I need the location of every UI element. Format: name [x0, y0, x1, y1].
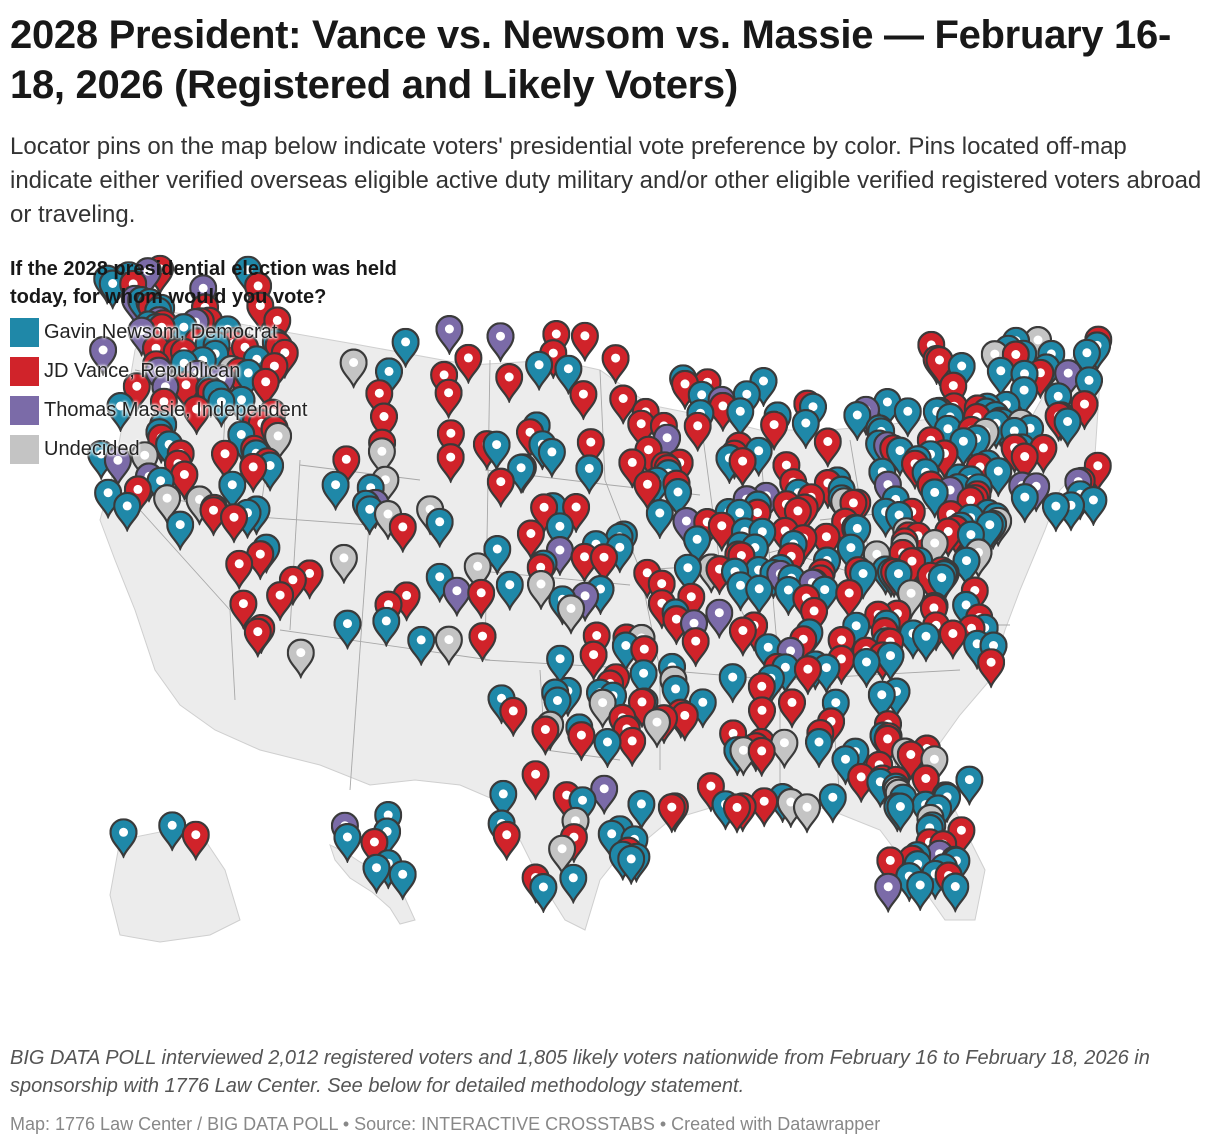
legend-swatch-newsom	[10, 318, 39, 347]
legend-label-vance: JD Vance, Republican	[44, 360, 241, 382]
map-marker-icon[interactable]	[818, 783, 847, 823]
legend: If the 2028 presidential election was he…	[10, 255, 430, 469]
map-marker-icon[interactable]	[486, 322, 515, 362]
map-marker-icon[interactable]	[906, 871, 935, 911]
border-line	[139, 509, 236, 701]
legend-swatch-undecided	[10, 435, 39, 464]
legend-swatch-vance	[10, 357, 39, 386]
map-marker-icon[interactable]	[570, 321, 599, 361]
legend-label-newsom: Gavin Newsom, Democrat	[44, 321, 278, 343]
legend-item-undecided: Undecided	[10, 430, 430, 469]
legend-swatch-massie	[10, 396, 39, 425]
border-line	[349, 649, 361, 791]
methodology-note: BIG DATA POLL interviewed 2,012 register…	[10, 1047, 1150, 1097]
source-credits: Map: 1776 Law Center / BIG DATA POLL • S…	[10, 1114, 881, 1134]
map-marker-icon[interactable]	[986, 356, 1015, 396]
map-marker-icon[interactable]	[435, 315, 464, 355]
map-marker-icon[interactable]	[492, 820, 521, 860]
border-line	[299, 464, 421, 481]
chart-title: 2028 President: Vance vs. Newsom vs. Mas…	[10, 13, 1171, 107]
chart-description: Locator pins on the map below indicate v…	[10, 133, 1202, 228]
legend-item-newsom: Gavin Newsom, Democrat	[10, 313, 430, 352]
legend-item-massie: Thomas Massie, Independent	[10, 391, 430, 430]
map-marker-icon[interactable]	[529, 873, 558, 913]
legend-label-undecided: Undecided	[44, 438, 140, 460]
map-marker-icon[interactable]	[874, 872, 903, 912]
legend-label-massie: Thomas Massie, Independent	[44, 399, 308, 421]
legend-title: If the 2028 presidential election was he…	[10, 258, 397, 308]
us-map[interactable]	[0, 230, 1220, 1010]
map-marker-icon[interactable]	[793, 793, 821, 833]
legend-item-vance: JD Vance, Republican	[10, 352, 430, 391]
border-line	[359, 509, 371, 651]
